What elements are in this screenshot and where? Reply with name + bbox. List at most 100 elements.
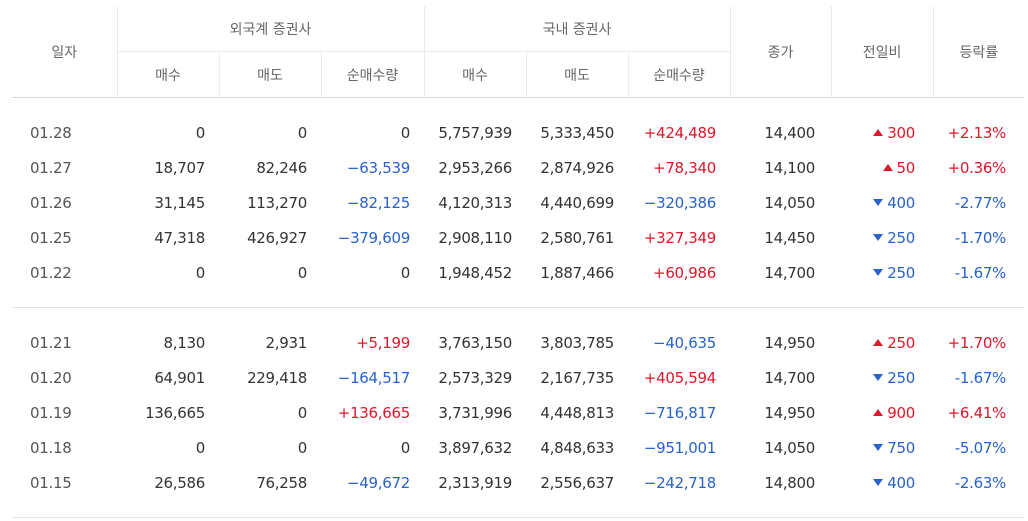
cell-foreign-buy: 8,130 bbox=[163, 333, 206, 352]
cell-rate: -2.77% bbox=[954, 193, 1007, 212]
cell-foreign-sell: 76,258 bbox=[256, 473, 307, 492]
triangle-up-icon bbox=[882, 163, 893, 171]
header-domestic-brokers: 국내 증권사 bbox=[423, 6, 731, 52]
row-spacer bbox=[12, 500, 1024, 517]
cell-rate: -1.67% bbox=[954, 368, 1007, 387]
header-domestic-buy: 매수 bbox=[423, 51, 526, 98]
cell-close: 14,700 bbox=[764, 368, 816, 387]
header-date: 일자 bbox=[12, 6, 117, 98]
cell-foreign-buy: 47,318 bbox=[154, 228, 205, 247]
cell-domestic-sell: 2,580,761 bbox=[540, 228, 614, 247]
cell-close: 14,400 bbox=[764, 123, 816, 142]
cell-foreign-net: −164,517 bbox=[337, 368, 411, 387]
cell-close: 14,050 bbox=[764, 438, 816, 457]
cell-foreign-buy: 0 bbox=[195, 263, 206, 282]
cell-rate: +1.70% bbox=[947, 333, 1007, 352]
cell-change: 400 bbox=[831, 185, 933, 220]
header-foreign-brokers: 외국계 증권사 bbox=[116, 6, 424, 52]
cell-foreign-buy: 136,665 bbox=[145, 403, 205, 422]
header-foreign-sell: 매도 bbox=[218, 51, 321, 98]
cell-foreign-sell: 0 bbox=[297, 123, 308, 142]
cell-foreign-sell: 0 bbox=[297, 403, 308, 422]
cell-foreign-net: 0 bbox=[400, 123, 411, 142]
cell-date: 01.28 bbox=[30, 123, 72, 142]
cell-date: 01.15 bbox=[30, 473, 72, 492]
broker-trading-table: 일자 외국계 증권사 국내 증권사 종가 전일비 등락률 매수 매도 순매수량 … bbox=[12, 6, 1025, 518]
cell-domestic-buy: 1,948,452 bbox=[438, 263, 512, 282]
table-row: 01.27 18,707 82,246 −63,539 2,953,266 2,874,9… bbox=[12, 150, 1024, 185]
group-divider bbox=[12, 517, 1025, 518]
cell-close: 14,700 bbox=[764, 263, 816, 282]
cell-foreign-net: −379,609 bbox=[337, 228, 411, 247]
row-spacer bbox=[12, 98, 1024, 116]
triangle-down-icon bbox=[873, 478, 884, 486]
cell-foreign-sell: 229,418 bbox=[247, 368, 307, 387]
cell-date: 01.21 bbox=[30, 333, 72, 352]
cell-domestic-net: −716,817 bbox=[643, 403, 717, 422]
header-rate: 등락률 bbox=[932, 6, 1025, 98]
cell-close: 14,050 bbox=[764, 193, 816, 212]
table-row: 01.19 136,665 0 +136,665 3,731,996 4,448,813 −… bbox=[12, 395, 1024, 430]
cell-rate: -1.67% bbox=[954, 263, 1007, 282]
cell-domestic-buy: 5,757,939 bbox=[438, 123, 512, 142]
cell-domestic-net: −242,718 bbox=[643, 473, 717, 492]
cell-domestic-net: +424,489 bbox=[643, 123, 717, 142]
cell-domestic-sell: 3,803,785 bbox=[540, 333, 614, 352]
cell-domestic-net: −40,635 bbox=[653, 333, 717, 352]
cell-change: 750 bbox=[831, 430, 933, 465]
cell-domestic-buy: 3,763,150 bbox=[438, 333, 512, 352]
cell-change: 250 bbox=[831, 360, 933, 395]
change-value: 400 bbox=[887, 193, 916, 212]
cell-date: 01.27 bbox=[30, 158, 72, 177]
cell-rate: +0.36% bbox=[947, 158, 1007, 177]
cell-date: 01.20 bbox=[30, 368, 72, 387]
header-domestic-net: 순매수량 bbox=[627, 51, 731, 98]
cell-close: 14,950 bbox=[764, 403, 816, 422]
cell-date: 01.25 bbox=[30, 228, 72, 247]
change-value: 900 bbox=[887, 403, 916, 422]
cell-date: 01.18 bbox=[30, 438, 72, 457]
cell-domestic-net: +405,594 bbox=[643, 368, 717, 387]
cell-foreign-net: −49,672 bbox=[347, 473, 410, 492]
header-domestic-sell: 매도 bbox=[525, 51, 628, 98]
table-row: 01.26 31,145 113,270 −82,125 4,120,313 4,440,… bbox=[12, 185, 1024, 220]
cell-close: 14,800 bbox=[764, 473, 816, 492]
cell-foreign-net: +136,665 bbox=[337, 403, 411, 422]
change-value: 400 bbox=[887, 473, 916, 492]
cell-domestic-sell: 5,333,450 bbox=[540, 123, 614, 142]
triangle-up-icon bbox=[873, 408, 884, 416]
cell-domestic-net: −951,001 bbox=[643, 438, 717, 457]
spacer-cell bbox=[12, 98, 1024, 116]
table-row: 01.21 8,130 2,931 +5,199 3,763,150 3,803,785 −… bbox=[12, 325, 1024, 360]
cell-domestic-net: +60,986 bbox=[653, 263, 717, 282]
cell-date: 01.26 bbox=[30, 193, 72, 212]
cell-foreign-buy: 26,586 bbox=[154, 473, 205, 492]
header-close: 종가 bbox=[729, 6, 832, 98]
cell-domestic-net: +78,340 bbox=[653, 158, 717, 177]
spacer-cell bbox=[12, 290, 1024, 307]
cell-close: 14,450 bbox=[764, 228, 816, 247]
cell-foreign-sell: 2,931 bbox=[265, 333, 308, 352]
cell-foreign-buy: 0 bbox=[195, 123, 206, 142]
cell-domestic-net: −320,386 bbox=[643, 193, 717, 212]
triangle-down-icon bbox=[873, 198, 884, 206]
cell-change: 400 bbox=[831, 465, 933, 500]
triangle-down-icon bbox=[873, 268, 884, 276]
change-value: 250 bbox=[887, 368, 916, 387]
cell-foreign-sell: 0 bbox=[297, 263, 308, 282]
divider-cell bbox=[12, 307, 1025, 308]
cell-foreign-net: −63,539 bbox=[347, 158, 410, 177]
row-spacer bbox=[12, 308, 1024, 326]
cell-date: 01.19 bbox=[30, 403, 72, 422]
change-value: 250 bbox=[887, 228, 916, 247]
header-foreign-net: 순매수량 bbox=[320, 51, 424, 98]
cell-domestic-buy: 4,120,313 bbox=[438, 193, 512, 212]
cell-foreign-sell: 113,270 bbox=[247, 193, 307, 212]
divider-cell bbox=[12, 517, 1025, 518]
cell-foreign-buy: 64,901 bbox=[154, 368, 205, 387]
cell-domestic-buy: 3,897,632 bbox=[438, 438, 512, 457]
cell-close: 14,100 bbox=[764, 158, 816, 177]
cell-foreign-buy: 0 bbox=[195, 438, 206, 457]
cell-change: 250 bbox=[831, 325, 933, 360]
triangle-down-icon bbox=[873, 443, 884, 451]
